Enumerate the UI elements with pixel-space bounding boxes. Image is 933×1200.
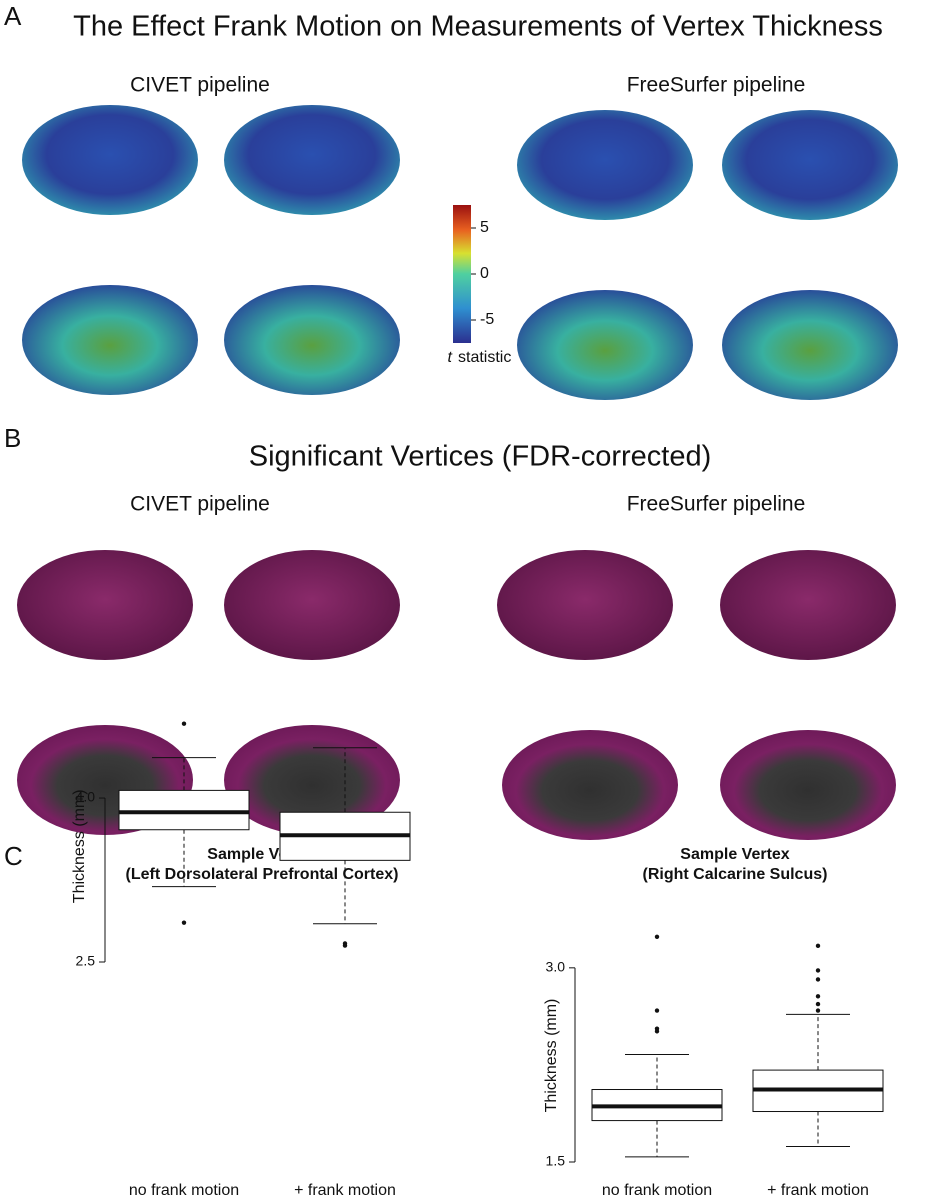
outlier — [815, 977, 821, 982]
brain — [17, 550, 193, 660]
brain — [517, 110, 693, 220]
chart-title: Sample Vertex — [680, 846, 790, 863]
outlier — [815, 943, 821, 949]
brain — [722, 290, 898, 400]
y-tick-label: 4.0 — [76, 789, 96, 805]
brain — [224, 725, 400, 835]
panel-label: C — [4, 841, 23, 871]
pipeline-label: CIVET pipeline — [130, 493, 270, 516]
y-tick-label: 1.5 — [546, 1153, 566, 1169]
outlier — [654, 1029, 660, 1034]
outlier — [342, 943, 348, 948]
brain — [224, 285, 400, 395]
box — [118, 789, 250, 831]
panel-label: B — [4, 423, 21, 453]
brain — [224, 550, 400, 660]
brain — [22, 105, 198, 215]
panel-title: Significant Vertices (FDR-corrected) — [249, 441, 712, 473]
brain — [720, 730, 896, 840]
panel-title: The Effect Frank Motion on Measurements … — [73, 11, 883, 43]
x-tick-label: + frank motion — [294, 1182, 396, 1199]
colorbar-label: statistic — [458, 349, 511, 366]
outlier — [815, 968, 821, 973]
x-tick-label: no frank motion — [129, 1182, 239, 1199]
brain — [497, 550, 673, 660]
pipeline-label: FreeSurfer pipeline — [627, 74, 806, 97]
y-tick-label: 3.0 — [546, 959, 566, 975]
y-axis-label: Thickness (mm) — [71, 789, 88, 903]
outlier — [654, 934, 660, 939]
chart-subtitle: (Right Calcarine Sulcus) — [643, 866, 828, 883]
outlier — [815, 1008, 821, 1013]
colorbar-tick-label: -5 — [480, 311, 494, 328]
outlier — [654, 1008, 660, 1013]
pipeline-label: CIVET pipeline — [130, 74, 270, 97]
outlier — [815, 1001, 821, 1007]
x-tick-label: no frank motion — [602, 1182, 712, 1199]
y-axis-label: Thickness (mm) — [543, 999, 560, 1113]
brain — [502, 730, 678, 840]
chart-subtitle: (Left Dorsolateral Prefrontal Cortex) — [126, 866, 399, 883]
brain-renderings — [17, 105, 898, 840]
colorbar-tick-label: 0 — [480, 265, 489, 282]
y-tick-label: 2.5 — [76, 953, 96, 969]
outlier — [181, 721, 187, 726]
panel-label: A — [4, 1, 22, 31]
brain — [722, 110, 898, 220]
outlier — [815, 994, 821, 999]
brain — [22, 285, 198, 395]
brain — [224, 105, 400, 215]
brain — [517, 290, 693, 400]
colorbar-label-var: t — [448, 349, 453, 366]
outlier — [181, 920, 187, 925]
brain — [720, 550, 896, 660]
x-tick-label: + frank motion — [767, 1182, 869, 1199]
colorbar — [453, 205, 471, 343]
colorbar-tick-label: 5 — [480, 219, 489, 236]
pipeline-label: FreeSurfer pipeline — [627, 493, 806, 516]
